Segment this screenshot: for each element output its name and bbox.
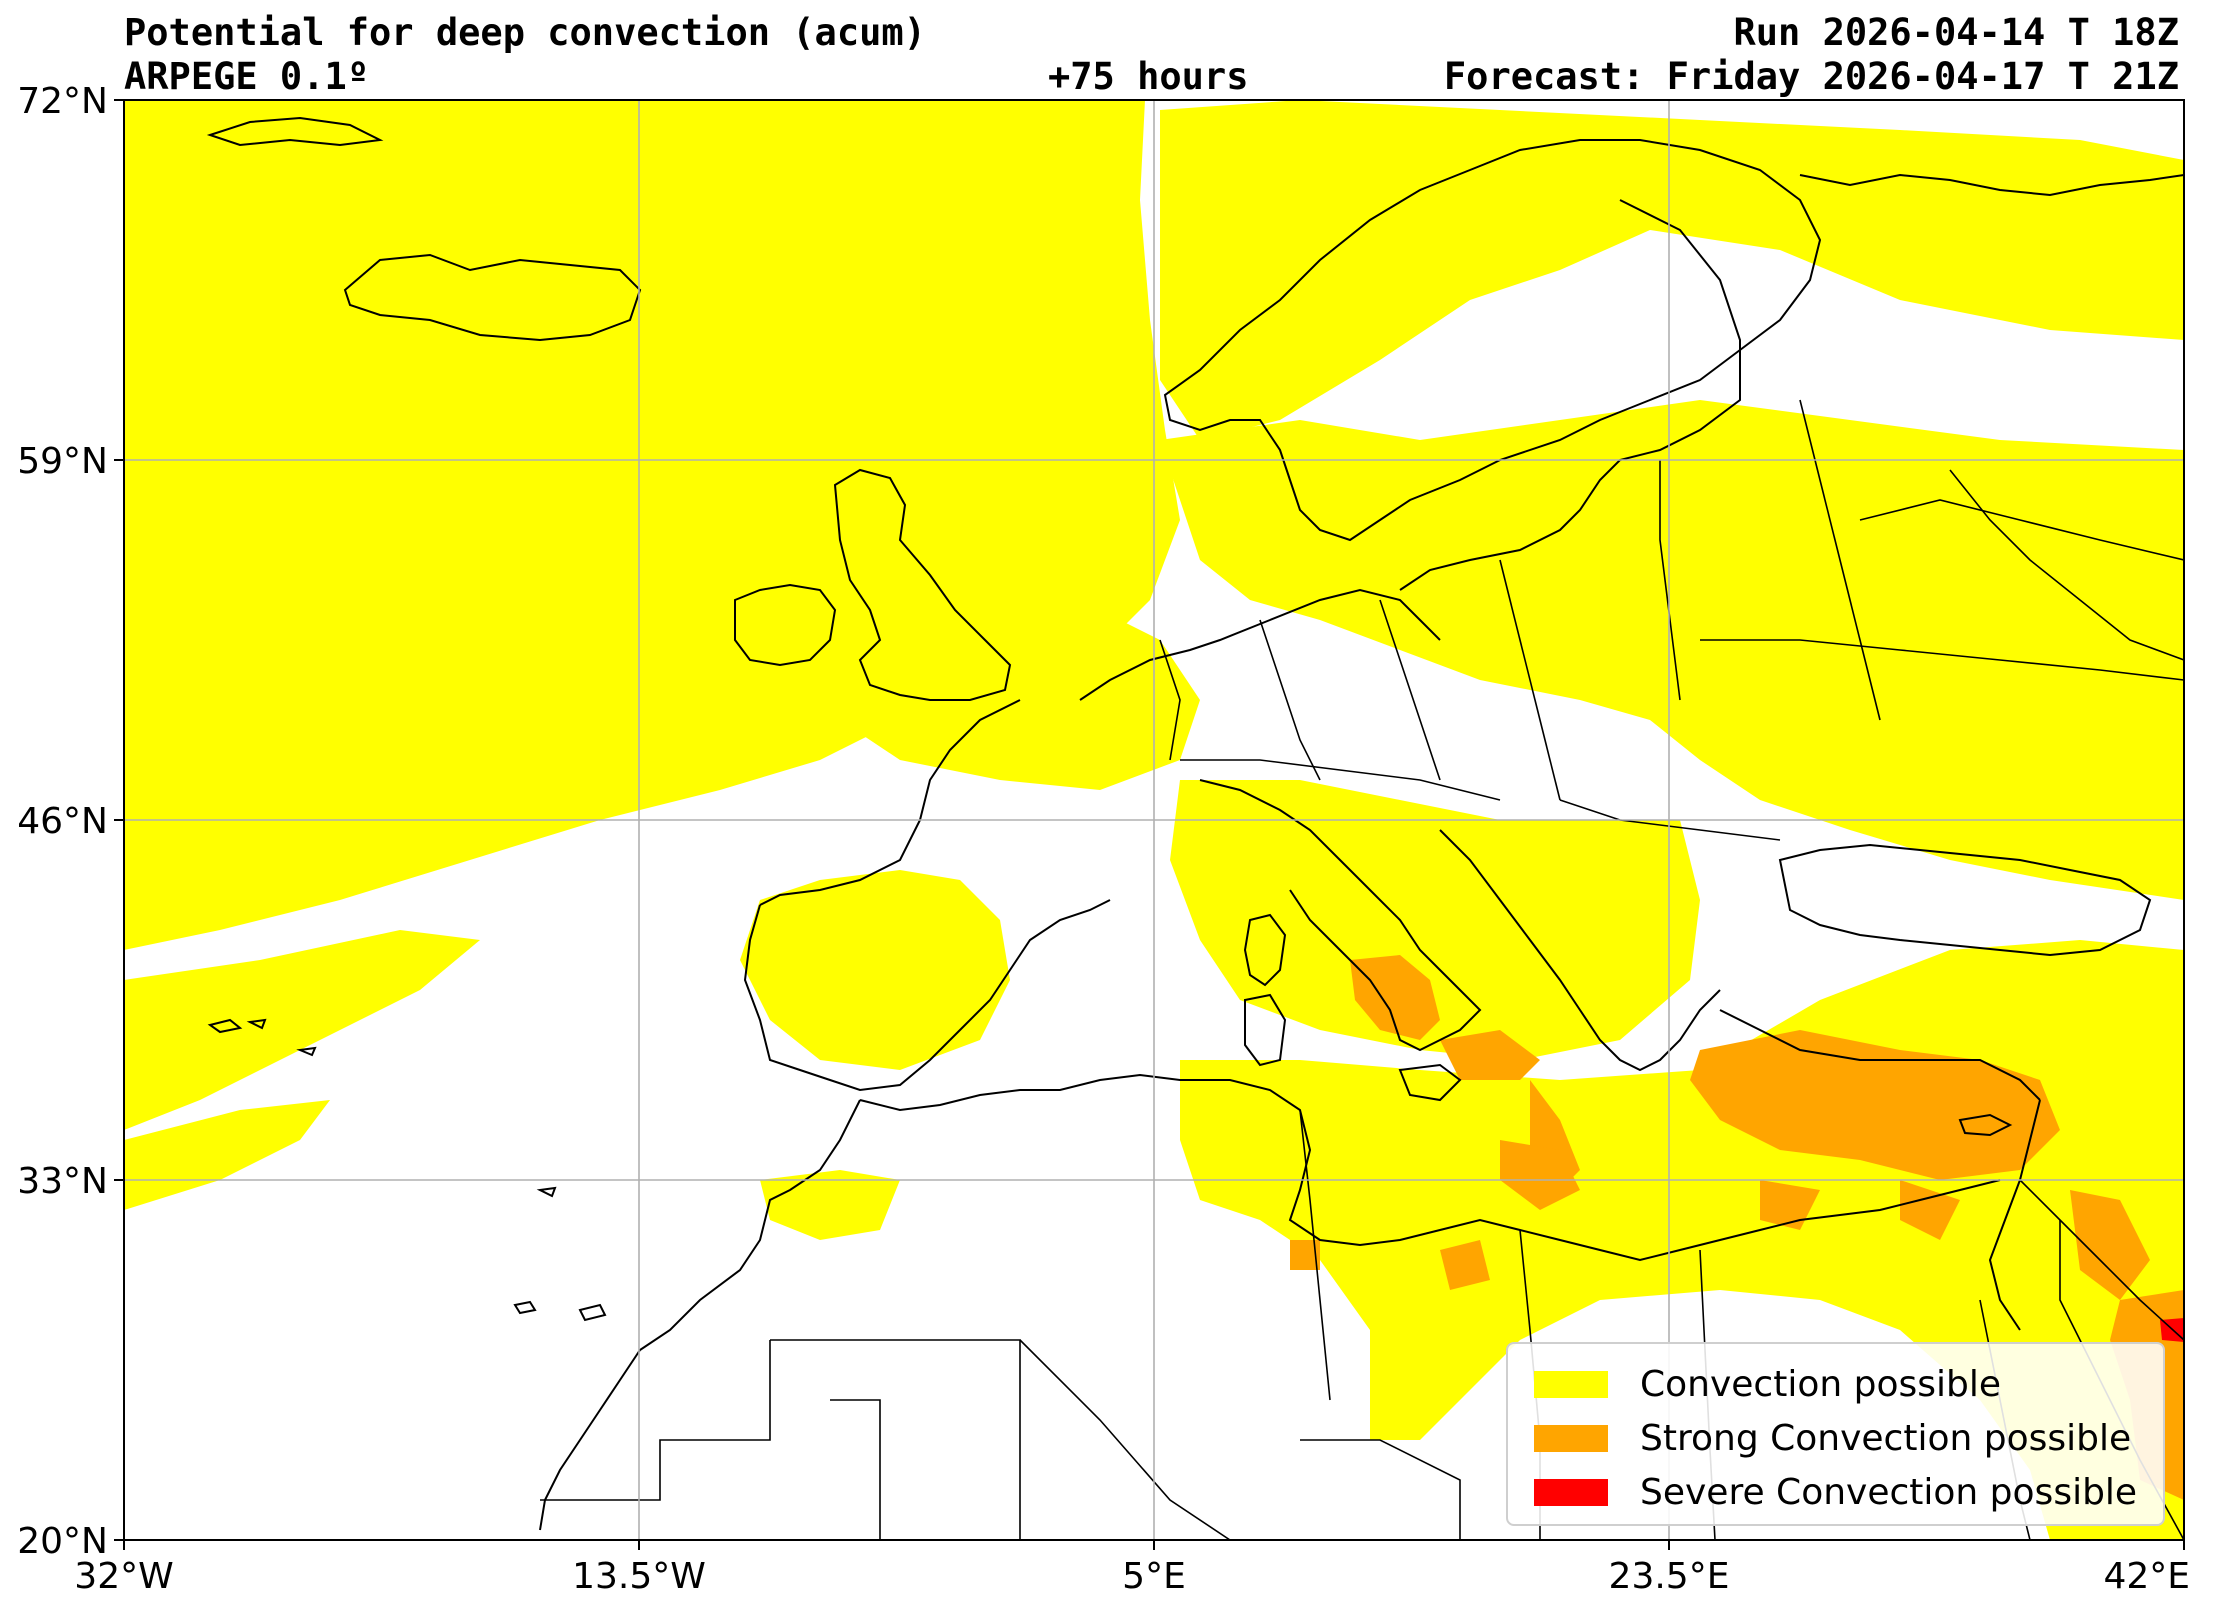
strong-convection-areas (1290, 955, 2184, 1500)
model-name: ARPEGE 0.1º (124, 55, 370, 98)
lat-tick-72: 72°N (17, 81, 108, 122)
legend-swatch-convection (1534, 1371, 1608, 1398)
legend: Convection possible Strong Convection po… (1506, 1342, 2165, 1526)
lon-tick-5e: 5°E (1122, 1556, 1186, 1597)
legend-item-strong: Strong Convection possible (1534, 1418, 2131, 1459)
legend-label-convection: Convection possible (1640, 1364, 2002, 1405)
legend-swatch-strong (1534, 1425, 1608, 1452)
map-title: Potential for deep convection (acum) (124, 11, 926, 54)
lat-tick-46: 46°N (17, 801, 108, 842)
lon-tick-135w: 13.5°W (572, 1556, 706, 1597)
tick-marks (114, 99, 2185, 1550)
legend-item-convection: Convection possible (1534, 1364, 2001, 1405)
run-time: Run 2026-04-14 T 18Z (1733, 11, 2179, 54)
lat-tick-20: 20°N (17, 1521, 108, 1562)
lead-time: +75 hours (1048, 55, 1249, 98)
lat-tick-59: 59°N (17, 441, 108, 482)
forecast-time: Forecast: Friday 2026-04-17 T 21Z (1443, 55, 2179, 98)
lat-tick-33: 33°N (17, 1161, 108, 1202)
gridlines (124, 100, 2184, 1540)
lon-tick-32w: 32°W (74, 1556, 173, 1597)
legend-item-severe: Severe Convection possible (1534, 1472, 2137, 1513)
legend-label-strong: Strong Convection possible (1640, 1418, 2132, 1459)
legend-label-severe: Severe Convection possible (1640, 1472, 2138, 1513)
lon-tick-235e: 23.5°E (1609, 1556, 1730, 1597)
lon-tick-42e: 42°E (2103, 1556, 2190, 1597)
legend-swatch-severe (1534, 1479, 1608, 1506)
